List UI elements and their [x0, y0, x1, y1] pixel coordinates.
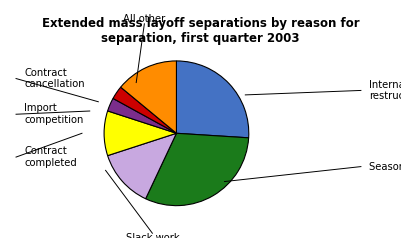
Wedge shape	[104, 111, 176, 156]
Text: Slack work: Slack work	[126, 233, 179, 238]
Wedge shape	[107, 133, 176, 199]
Text: Contract
cancellation: Contract cancellation	[24, 68, 85, 89]
Wedge shape	[113, 87, 176, 133]
Wedge shape	[176, 61, 249, 138]
Text: Internal company
restructuring: Internal company restructuring	[369, 80, 401, 101]
Text: Extended mass layoff separations by reason for
separation, first quarter 2003: Extended mass layoff separations by reas…	[42, 17, 359, 45]
Wedge shape	[107, 99, 176, 133]
Wedge shape	[146, 133, 249, 206]
Text: Seasonal work: Seasonal work	[369, 162, 401, 172]
Wedge shape	[121, 61, 176, 133]
Text: All other: All other	[123, 14, 166, 24]
Text: Import
competition: Import competition	[24, 104, 83, 125]
Text: Contract
completed: Contract completed	[24, 146, 77, 168]
